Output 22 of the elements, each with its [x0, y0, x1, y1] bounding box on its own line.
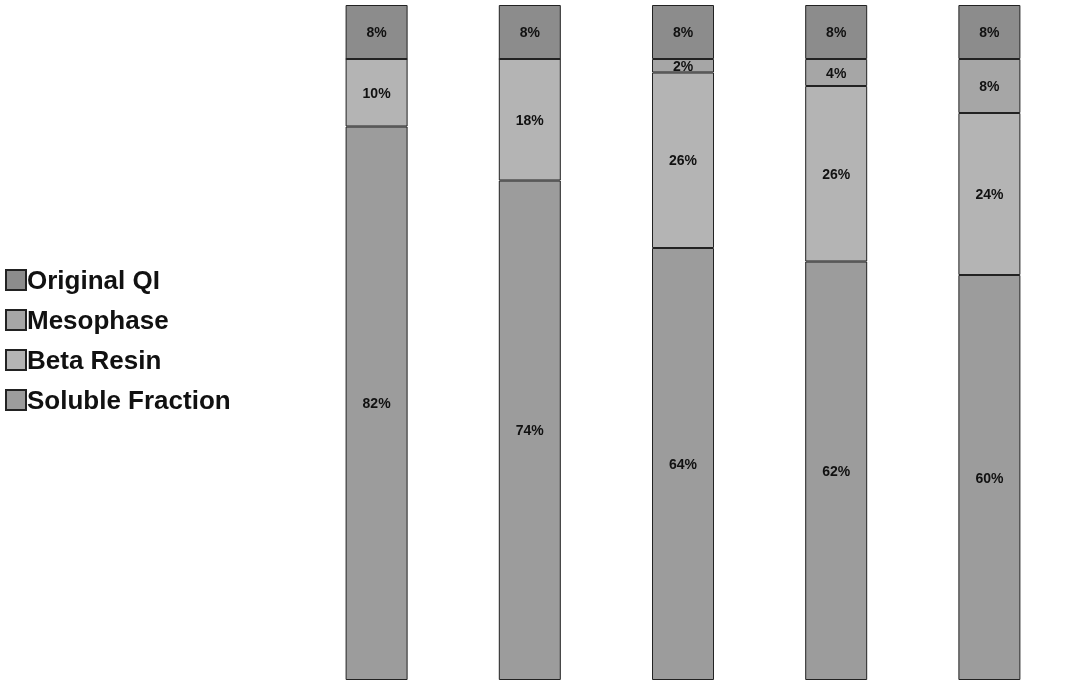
data-label: 8% [672, 24, 694, 40]
data-label: 8% [366, 24, 388, 40]
data-label: 2% [672, 57, 694, 74]
data-label: 64% [668, 456, 698, 472]
data-label: 60% [975, 469, 1004, 486]
data-label: 24% [975, 186, 1004, 202]
data-label: 26% [668, 152, 698, 169]
data-label: 8% [519, 24, 541, 40]
data-label: 18% [515, 111, 545, 128]
legend-label: Mesophase [27, 305, 169, 335]
data-label: 8% [826, 24, 847, 40]
data-label: 10% [362, 84, 392, 101]
data-label: 26% [822, 165, 851, 182]
legend-label: Beta Resin [27, 345, 162, 375]
data-label: 8% [979, 24, 1001, 40]
data-label: 62% [822, 462, 851, 479]
legend-label: Original QI [27, 265, 160, 295]
data-label: 8% [979, 78, 1001, 94]
legend-label: Soluble Fraction [27, 385, 231, 415]
data-label: 82% [362, 395, 392, 412]
data-label: 4% [826, 64, 847, 81]
data-label: 74% [515, 422, 545, 439]
